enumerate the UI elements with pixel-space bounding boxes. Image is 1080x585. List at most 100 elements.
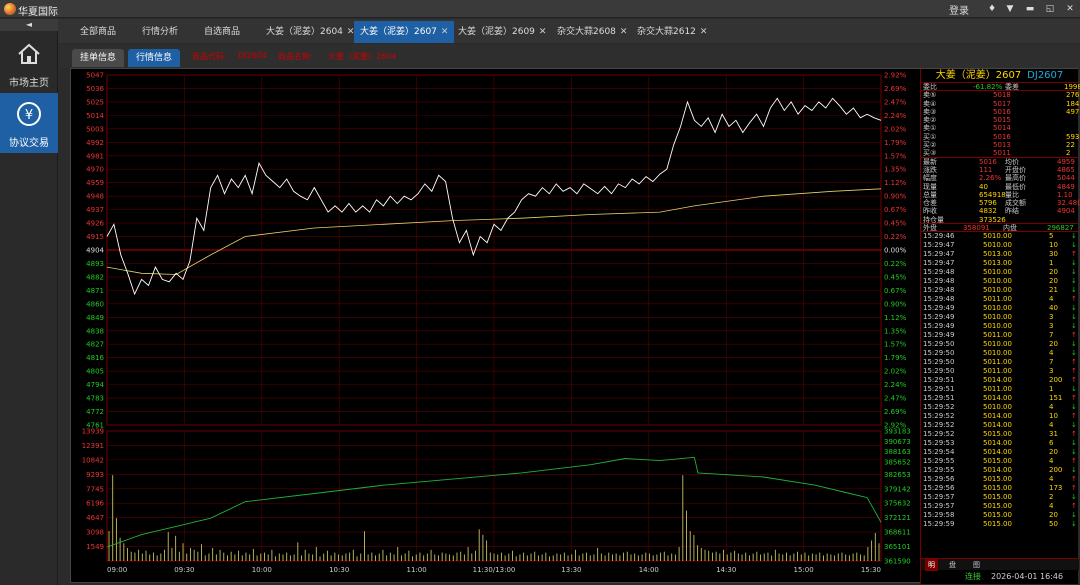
tick-time: 15:29:50 <box>923 340 955 349</box>
tab-book[interactable]: 盘 <box>949 561 956 569</box>
tick-price: 5013.00 <box>983 259 1012 268</box>
close-tab-icon[interactable]: ✕ <box>346 27 355 37</box>
skin-icon[interactable]: ♦ <box>987 4 997 14</box>
quote-row: 涨跌 111 开盘价 4865 <box>921 166 1078 174</box>
oi-tick-label: 375632 <box>884 500 911 508</box>
quote-cell: 4849 <box>1057 182 1075 191</box>
quote-cell: 成交额 <box>1005 199 1026 208</box>
login-link[interactable]: 登录 <box>949 6 969 17</box>
volume-tick-label: 7745 <box>86 485 104 493</box>
tab-chart[interactable]: 图 <box>973 561 980 569</box>
oi-tick-label: 368611 <box>884 529 911 537</box>
quote-row: 卖② 5015 <box>921 116 1078 124</box>
sidebar-item-market-home[interactable]: 市场主页 <box>0 33 58 93</box>
tick-volume: 21 <box>1049 286 1058 295</box>
quote-cell: 5018 <box>993 91 1011 100</box>
tick-direction: ↑ <box>1071 376 1077 385</box>
price-tick-label: 5025 <box>86 98 104 106</box>
tab-label: 全部商品 <box>80 27 117 37</box>
quote-cell: 买② <box>923 141 937 150</box>
tick-price: 5010.00 <box>983 322 1012 331</box>
price-tick-label: 4981 <box>86 152 104 160</box>
sidebar-collapse-button[interactable]: ◄ <box>0 19 58 31</box>
tick-direction: ↑ <box>1071 475 1077 484</box>
close-tab-icon[interactable]: ✕ <box>538 27 547 37</box>
volume-tick-label: 12391 <box>82 442 104 450</box>
quote-cell: 5017 <box>993 99 1011 108</box>
tab-garlic2612[interactable]: 杂交大蒜2612 ✕ <box>631 21 713 43</box>
tick-direction: ↓ <box>1071 385 1077 394</box>
tab-watchlist[interactable]: 自选商品 <box>198 21 246 43</box>
tick-row: 15:29:48 5011.00 4 ↑ <box>921 295 1078 304</box>
pct-tick-label: 2.24% <box>884 112 907 120</box>
tick-row: 15:29:51 5011.00 1 ↓ <box>921 385 1078 394</box>
oi-tick-label: 385652 <box>884 458 911 466</box>
price-line <box>106 97 882 296</box>
minimize-icon[interactable]: ▬ <box>1025 4 1035 14</box>
quote-cell: 22 <box>1066 141 1075 150</box>
tick-volume: 7 <box>1049 331 1054 340</box>
pct-tick-label: 2.24% <box>884 381 907 389</box>
quote-cell: 卖④ <box>923 99 937 108</box>
price-tick-label: 5003 <box>86 125 104 133</box>
menu-dropdown-icon[interactable]: ▼ <box>1006 4 1014 14</box>
close-tab-icon[interactable]: ✕ <box>440 27 449 37</box>
price-tick-label: 5014 <box>86 112 104 120</box>
tick-price: 5010.00 <box>983 286 1012 295</box>
tick-time: 15:29:59 <box>923 520 955 529</box>
tick-row: 15:29:55 5015.00 4 ↑ <box>921 457 1078 466</box>
tick-volume: 200 <box>1049 466 1063 475</box>
timeshare-chart[interactable]: 5047 2.92% 5036 2.69% 5025 2.47% 5014 2.24% 5003… <box>71 69 920 584</box>
tick-direction: ↓ <box>1071 439 1077 448</box>
tick-row: 15:29:52 5015.00 31 ↑ <box>921 430 1078 439</box>
pct-tick-label: 1.35% <box>884 327 907 335</box>
tick-row: 15:29:50 5011.00 7 ↑ <box>921 358 1078 367</box>
quote-cell: 654918 <box>979 190 1006 199</box>
quote-cell: 5013 <box>993 141 1011 150</box>
quote-cell: 5016 <box>993 107 1011 116</box>
pct-tick-label: 2.69% <box>884 408 907 416</box>
pct-tick-label: 0.00% <box>884 247 907 255</box>
close-tab-icon[interactable]: ✕ <box>619 27 628 37</box>
tick-direction: ↓ <box>1071 493 1077 502</box>
tick-direction: ↑ <box>1071 331 1077 340</box>
tab-garlic2608[interactable]: 杂交大蒜2608 ✕ <box>551 21 633 43</box>
tick-time: 15:29:49 <box>923 304 955 313</box>
quote-cell: 卖① <box>923 124 937 133</box>
tick-volume: 50 <box>1049 520 1058 529</box>
volume-tick-label: 1549 <box>86 543 104 551</box>
tick-price: 5010.00 <box>983 403 1012 412</box>
sidebar-item-agreement-trade[interactable]: ¥ 协议交易 <box>0 93 58 153</box>
pct-tick-label: 0.45% <box>884 220 907 228</box>
quote-cell: 5044 <box>1057 174 1075 183</box>
tab-bar: 全部商品 行情分析 自选商品 大姜（泥姜）2604 ✕ 大姜（泥姜）2607 ✕ 大… <box>58 19 1080 43</box>
restore-icon[interactable]: ◱ <box>1045 4 1055 14</box>
tab-dj2604[interactable]: 大姜（泥姜）2604 ✕ <box>260 21 360 43</box>
subtab-quotes[interactable]: 行情信息 <box>128 49 181 67</box>
close-tab-icon[interactable]: ✕ <box>699 27 708 37</box>
tick-direction: ↓ <box>1071 448 1077 457</box>
quote-row: 买② 5013 22 <box>921 141 1078 149</box>
tick-time: 15:29:56 <box>923 484 955 493</box>
tab-dj2609[interactable]: 大姜（泥姜）2609 ✕ <box>452 21 552 43</box>
title-bar: 华夏国际 登录 ♦ ▼ ▬ ◱ ✕ <box>0 0 1080 18</box>
tick-row: 15:29:53 5014.00 6 ↓ <box>921 439 1078 448</box>
pct-tick-label: 1.35% <box>884 166 907 174</box>
quote-row: 卖⑤ 5018 276 <box>921 91 1079 100</box>
tick-price: 5011.00 <box>983 358 1012 367</box>
app-logo-icon <box>4 3 16 15</box>
tab-market-analysis[interactable]: 行情分析 <box>136 21 184 43</box>
time-tick-label: 09:30 <box>174 566 194 574</box>
subtab-orders[interactable]: 挂单信息 <box>72 49 125 67</box>
close-icon[interactable]: ✕ <box>1066 4 1074 14</box>
quote-cell: 昨结 <box>1005 207 1019 216</box>
quote-panel: 大姜（泥姜）2607 DJ2607 委比 -61.82% 委差 1998 卖⑤ 5018 27… <box>920 69 1080 584</box>
tab-all-products[interactable]: 全部商品 <box>74 21 122 43</box>
quote-cell: 昨收 <box>923 207 937 216</box>
time-tick-label: 14:00 <box>639 566 659 574</box>
tick-time: 15:29:49 <box>923 331 955 340</box>
tick-row: 15:29:50 5011.00 3 ↑ <box>921 367 1078 376</box>
tick-time: 15:29:54 <box>923 448 955 457</box>
tab-dj2607[interactable]: 大姜（泥姜）2607 ✕ <box>354 21 455 43</box>
tab-detail[interactable]: 明 <box>925 559 938 571</box>
